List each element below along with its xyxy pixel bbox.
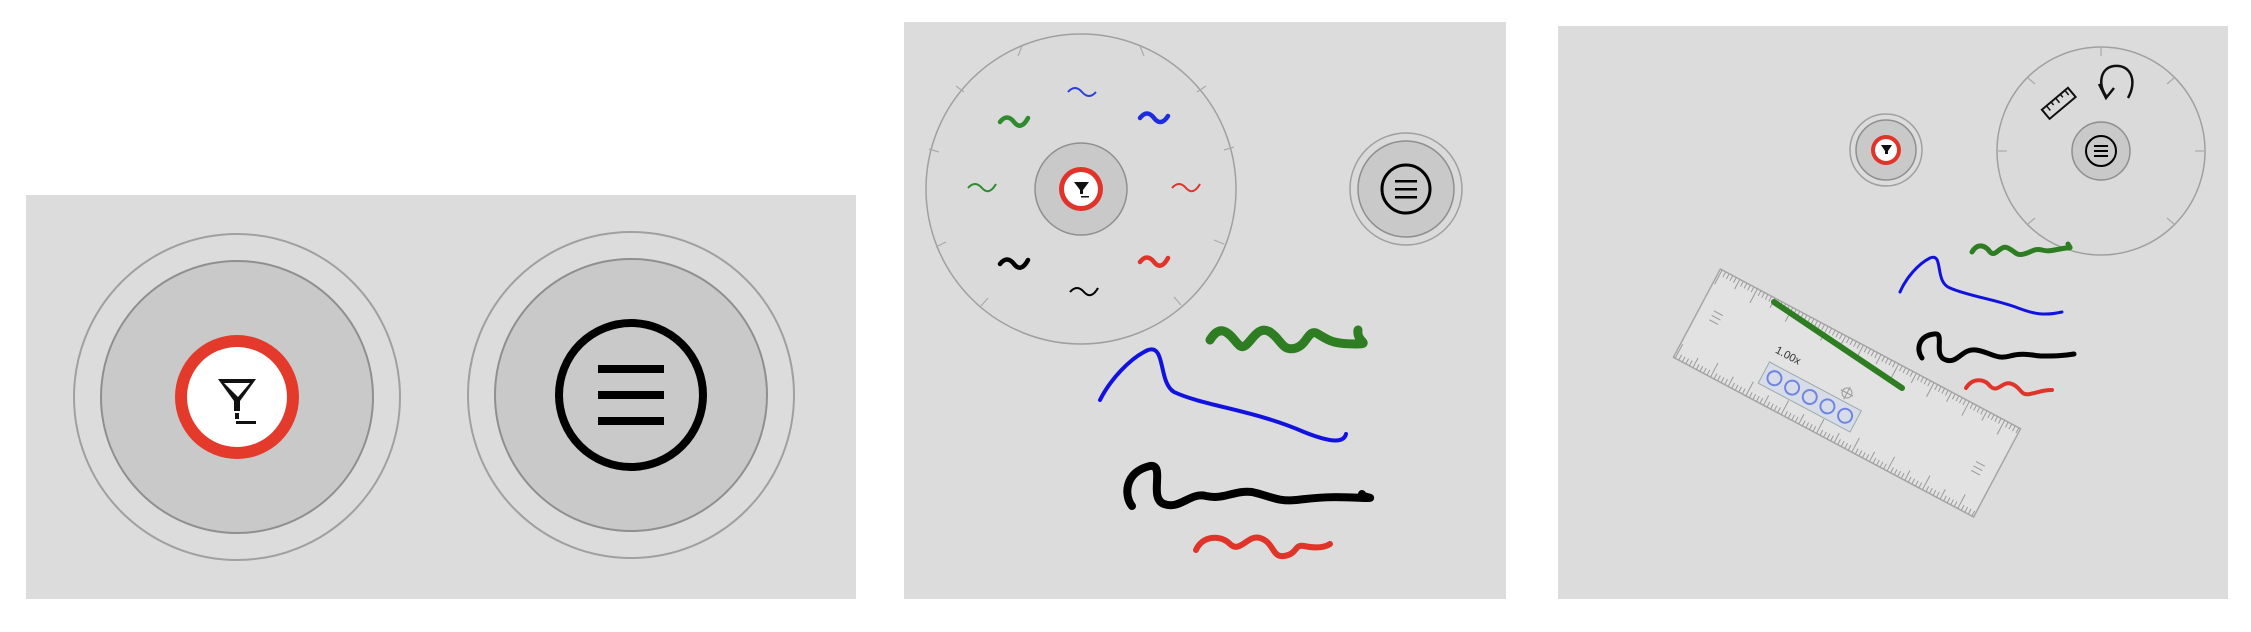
color-swatch-green-thin[interactable]: [967, 183, 997, 193]
toolbar-collapsed-panel: [26, 195, 856, 599]
ruler-icon: [2040, 86, 2078, 121]
color-palette-dial: [925, 33, 1237, 345]
ink-stroke-green-ruled: [1771, 299, 1905, 391]
pen-icon: [218, 379, 256, 424]
pen-palette-panel: [904, 22, 1506, 599]
menu-icon: [555, 319, 707, 471]
menu-icon: [1380, 163, 1432, 215]
ink-stroke-green: [1969, 241, 2073, 257]
ruler-angle-controls[interactable]: [1757, 361, 1862, 433]
tools-dial: [1996, 46, 2206, 256]
ink-stroke-black: [1123, 462, 1375, 510]
ruler-canvas: 1.00x: [1672, 46, 2206, 518]
ink-canvas[interactable]: [1098, 325, 1375, 560]
color-swatch-blue-thick[interactable]: [1137, 111, 1171, 125]
menu-button[interactable]: [2071, 121, 2131, 181]
ink-stroke-red: [1193, 534, 1333, 560]
color-swatch-red-thin[interactable]: [1171, 183, 1201, 193]
undo-icon: [2097, 64, 2134, 101]
menu-button[interactable]: [1349, 132, 1463, 246]
ruler-angle-dot[interactable]: [1800, 388, 1819, 407]
ruler-angle-dot[interactable]: [1836, 406, 1855, 425]
pen-icon: [1074, 182, 1089, 198]
ruler-grip-right: [1970, 461, 1985, 476]
ruler-panel: 1.00x: [1558, 26, 2228, 599]
color-swatch-red-thick[interactable]: [1137, 255, 1171, 268]
ruler[interactable]: 1.00x: [1672, 268, 2022, 518]
menu-button[interactable]: [467, 231, 795, 559]
ink-stroke-red: [1964, 378, 2054, 397]
pen-button[interactable]: [1034, 142, 1128, 236]
undo-button[interactable]: [2097, 64, 2134, 101]
menu-icon: [2085, 135, 2117, 167]
ink-stroke-blue: [1898, 255, 2064, 316]
ruler-angle-dot[interactable]: [1783, 378, 1802, 397]
ink-canvas[interactable]: [1771, 241, 2077, 397]
pen-icon: [1881, 145, 1892, 154]
pen-button[interactable]: [73, 233, 401, 561]
ink-stroke-blue: [1098, 347, 1348, 443]
ruler-angle-dot[interactable]: [1765, 369, 1784, 388]
ruler-angle-dot[interactable]: [1818, 397, 1837, 416]
ruler-button[interactable]: [2040, 86, 2078, 121]
ruler-grip-left: [1709, 310, 1724, 325]
color-swatch-green-thick[interactable]: [997, 115, 1031, 128]
ink-stroke-green: [1205, 325, 1368, 354]
pen-button[interactable]: [1849, 113, 1923, 187]
toolbar-collapsed-canvas: [73, 231, 795, 561]
ink-stroke-black: [1916, 331, 2077, 364]
ruler-center-target: [1840, 386, 1854, 400]
color-swatch-black-thin[interactable]: [1069, 287, 1099, 297]
color-swatch-blue-thin[interactable]: [1067, 87, 1097, 97]
color-swatch-black-thick[interactable]: [997, 257, 1031, 270]
pen-palette-canvas: [925, 33, 1463, 560]
